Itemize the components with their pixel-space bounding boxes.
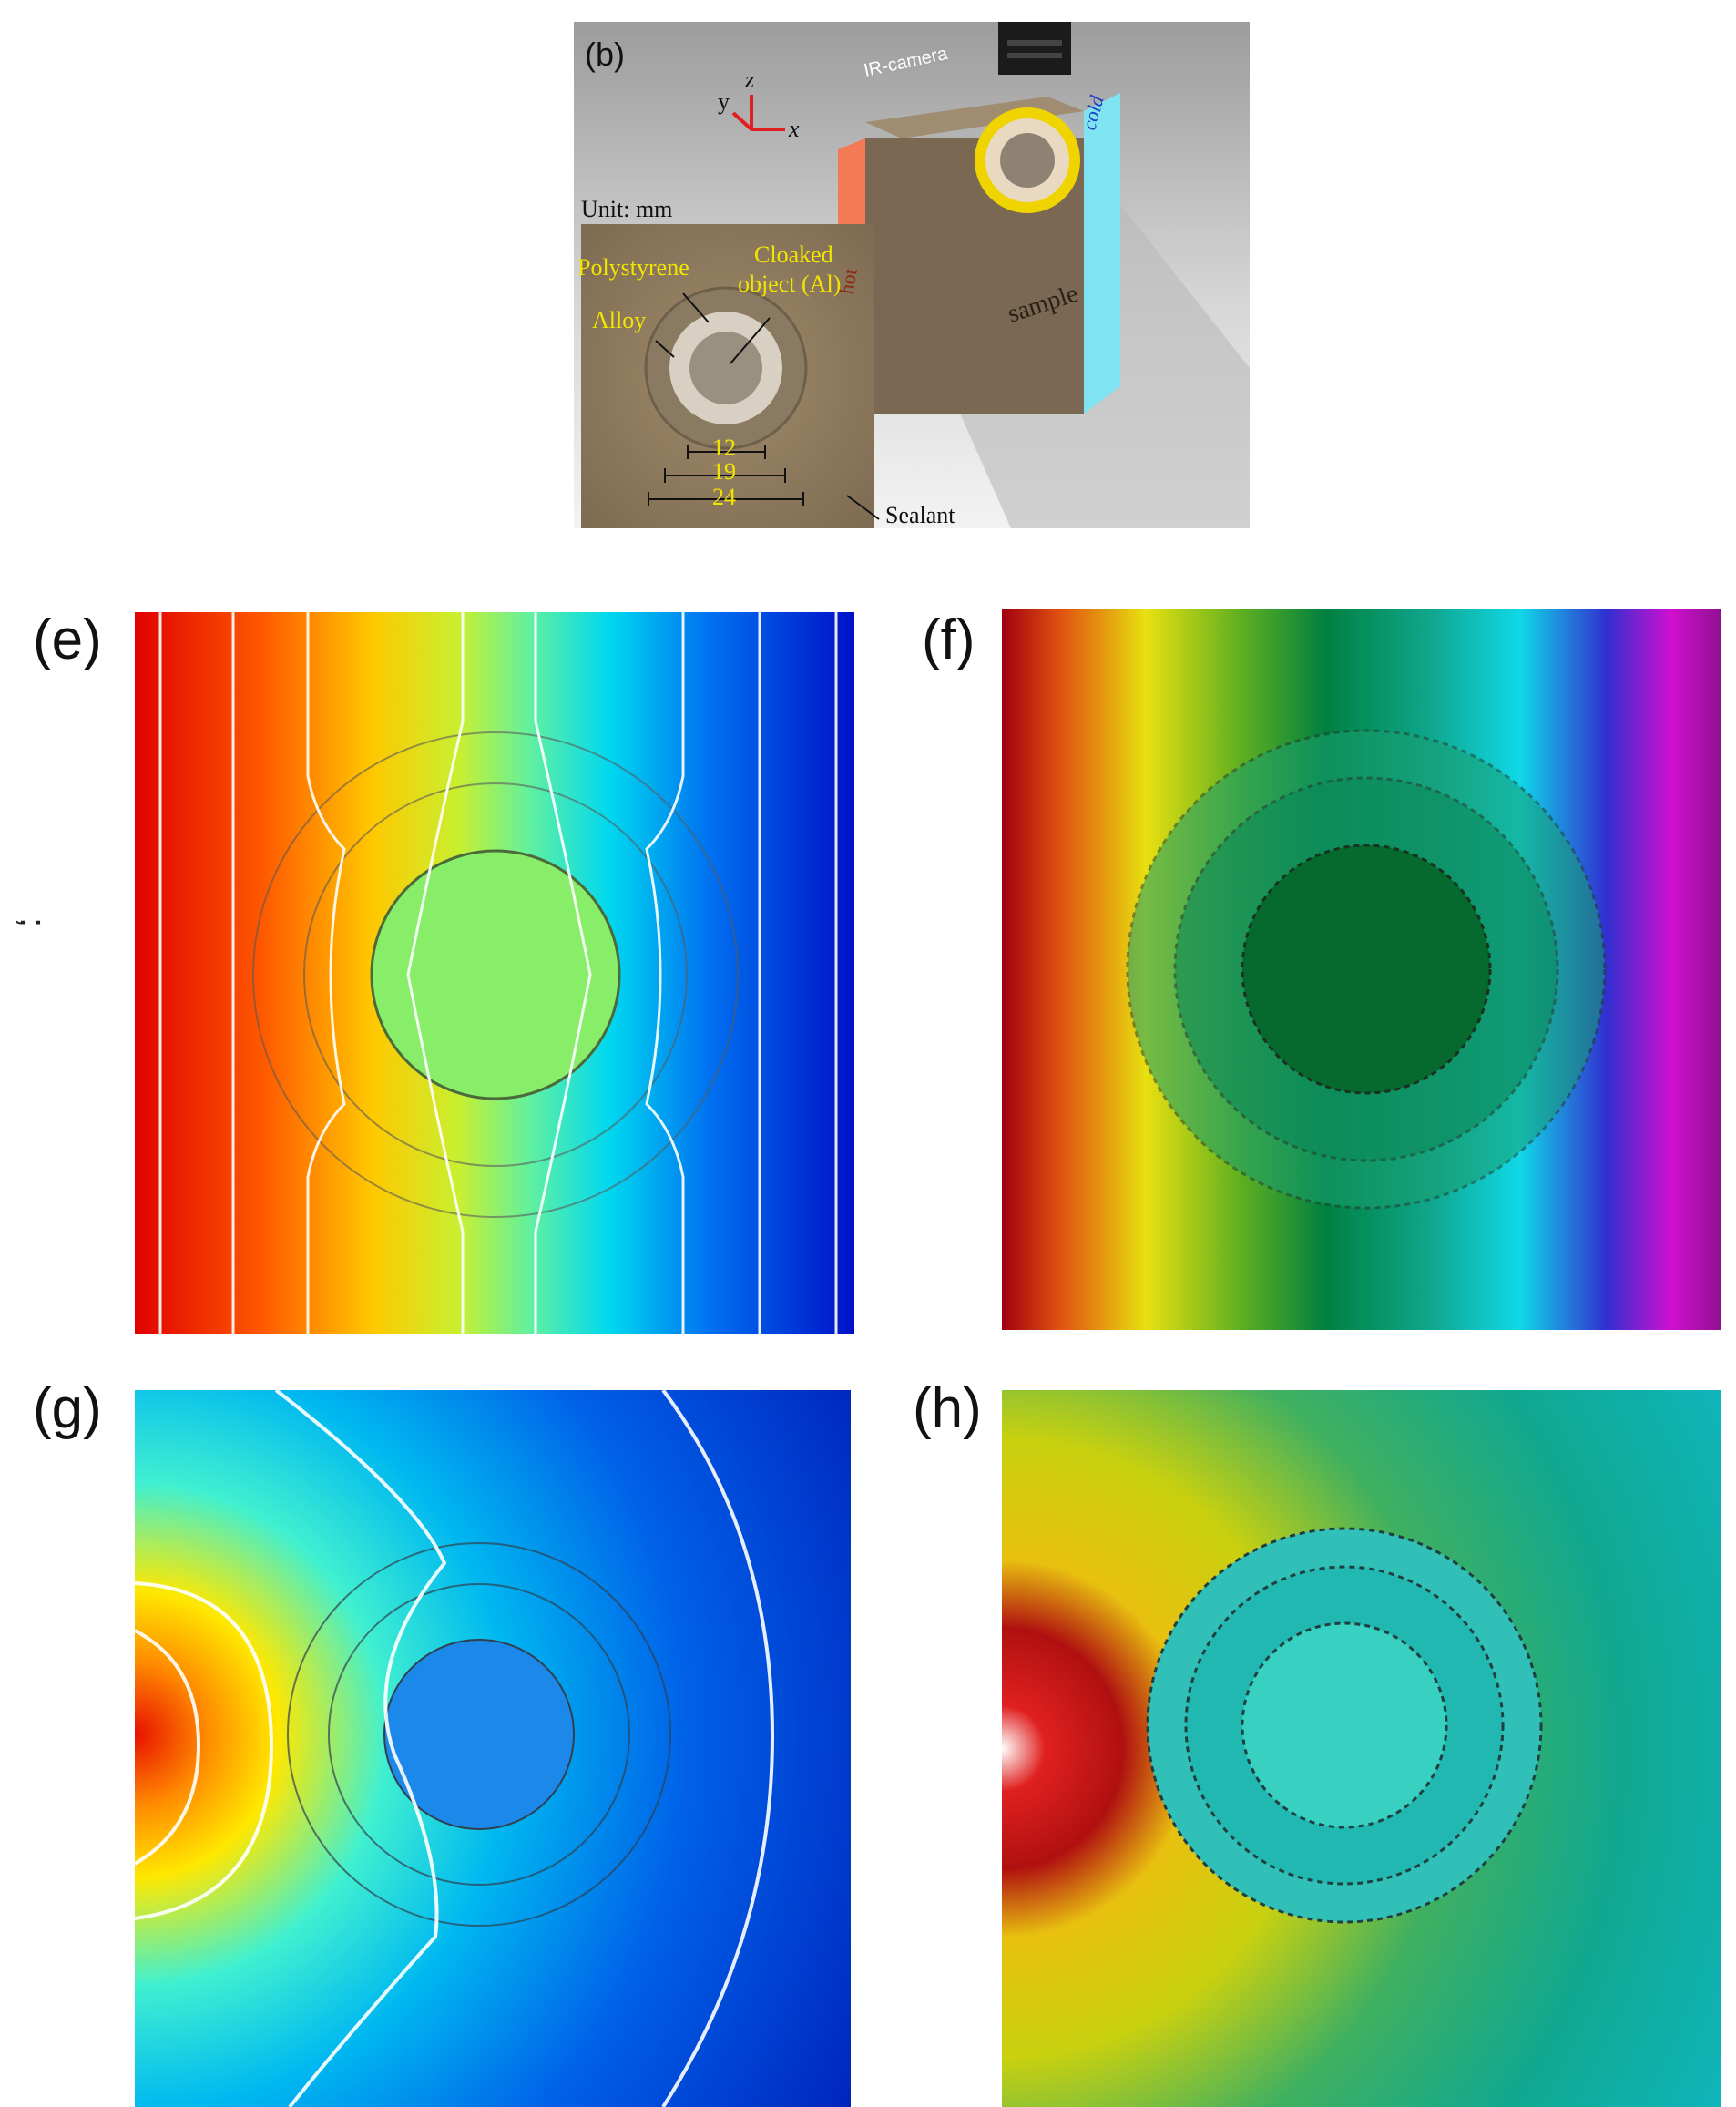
- cloaked-object-label-line1: Cloaked: [754, 241, 833, 268]
- sealant-label: Sealant: [885, 502, 955, 528]
- setup-illustration: (b) y z x IR-camera Unit: mm Polystyrene…: [574, 22, 1250, 528]
- dimension-19: 19: [712, 458, 736, 485]
- panel-b-letter: (b): [585, 36, 625, 73]
- axis-x-label: x: [788, 116, 800, 142]
- panel-f-letter: (f): [922, 609, 975, 671]
- alloy-label: Alloy: [592, 307, 646, 333]
- hot-side-label: hot: [834, 267, 862, 296]
- polystyrene-label: Polystyrene: [577, 254, 689, 281]
- stray-mark: ;: [13, 916, 54, 928]
- panel-h-temperature-map: [1002, 1390, 1721, 2107]
- panel-g-letter: (g): [33, 1377, 102, 1440]
- panel-f-temperature-map: [1002, 609, 1721, 1330]
- cloaked-object-label-line2: object (Al): [738, 271, 841, 297]
- axis-y-label: y: [718, 88, 730, 115]
- panel-g-temperature-map: [135, 1390, 851, 2107]
- dimension-24: 24: [712, 484, 736, 510]
- unit-label: Unit: mm: [581, 196, 672, 222]
- dimension-12: 12: [712, 435, 736, 461]
- panel-e-letter: (e): [33, 609, 102, 671]
- setup-figure: (b) y z x IR-camera Unit: mm Polystyrene…: [574, 22, 1250, 528]
- axis-z-label: z: [744, 66, 754, 93]
- panel-h-letter: (h): [913, 1377, 982, 1440]
- panel-e-temperature-map: [135, 612, 854, 1334]
